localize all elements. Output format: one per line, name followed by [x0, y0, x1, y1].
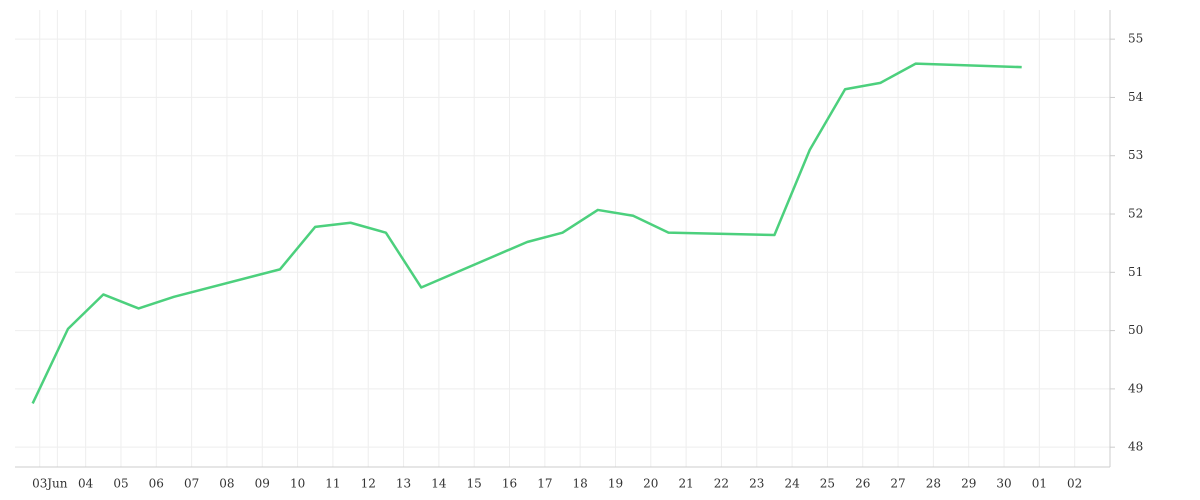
- x-tick-label: 27: [890, 477, 905, 491]
- x-tick-label: 13: [396, 477, 411, 491]
- x-tick-label: 09: [255, 477, 270, 491]
- x-tick-label: 02: [1067, 477, 1082, 491]
- x-tick-label: 07: [184, 477, 199, 491]
- y-tick-label: 51: [1128, 265, 1143, 279]
- y-tick-label: 53: [1128, 148, 1143, 162]
- x-tick-label: 26: [855, 477, 870, 491]
- x-tick-label: 23: [749, 477, 764, 491]
- x-tick-label: 28: [926, 477, 941, 491]
- x-tick-label: 18: [573, 477, 588, 491]
- x-tick-label: 05: [113, 477, 128, 491]
- x-tick-label: 06: [149, 477, 164, 491]
- x-tick-label: 14: [431, 477, 447, 491]
- y-tick-label: 48: [1128, 440, 1143, 454]
- x-tick-label: 03: [32, 477, 47, 491]
- x-tick-label: 20: [643, 477, 658, 491]
- x-tick-label: 10: [290, 477, 305, 491]
- x-tick-label: 22: [714, 477, 729, 491]
- x-tick-label: 17: [537, 477, 552, 491]
- x-tick-label: Jun: [45, 477, 68, 491]
- x-tick-label: 25: [820, 477, 835, 491]
- x-tick-label: 29: [961, 477, 976, 491]
- x-tick-label: 19: [608, 477, 623, 491]
- y-tick-label: 52: [1128, 207, 1143, 221]
- x-tick-label: 15: [467, 477, 482, 491]
- x-tick-label: 16: [502, 477, 517, 491]
- x-tick-label: 01: [1032, 477, 1047, 491]
- data-line: [31, 62, 1022, 404]
- x-tick-label: 12: [361, 477, 376, 491]
- y-tick-label: 49: [1128, 381, 1143, 395]
- x-tick-label: 21: [678, 477, 693, 491]
- x-tick-label: 24: [784, 477, 800, 491]
- plot: [31, 62, 1022, 404]
- x-tick-label: 08: [219, 477, 234, 491]
- y-tick-label: 55: [1128, 32, 1143, 46]
- x-tick-label: 04: [78, 477, 94, 491]
- grid: 48 49 50 51 52 53 54 55 03 Jun 04 05 06 07 08 09 10 11 12 1…: [15, 10, 1144, 491]
- y-tick-label: 54: [1128, 90, 1144, 104]
- x-tick-label: 11: [325, 477, 340, 491]
- y-tick-label: 50: [1128, 323, 1143, 337]
- x-tick-label: 30: [996, 477, 1011, 491]
